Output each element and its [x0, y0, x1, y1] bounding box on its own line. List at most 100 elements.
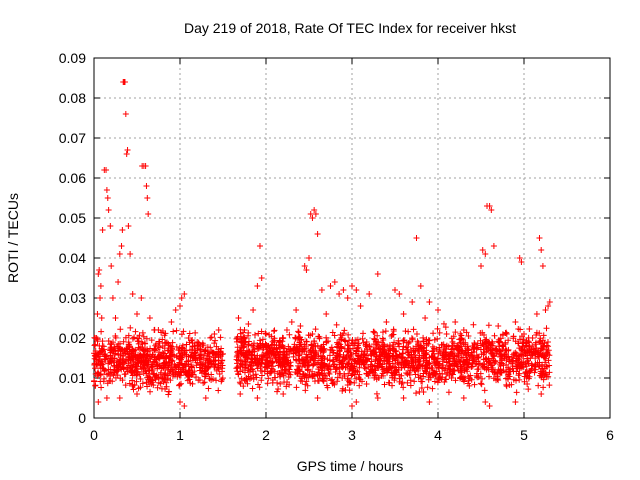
- data-point: [110, 359, 117, 366]
- data-point: [110, 347, 117, 354]
- data-point: [116, 395, 123, 401]
- data-point: [385, 347, 392, 354]
- y-axis-label: ROTI / TECUs: [5, 193, 21, 283]
- data-point: [535, 353, 542, 360]
- data-point: [470, 321, 477, 328]
- data-point: [255, 381, 262, 388]
- data-point: [324, 384, 331, 391]
- data-point: [218, 359, 225, 366]
- data-point: [371, 349, 378, 356]
- chart-title: Day 219 of 2018, Rate Of TEC Index for r…: [184, 20, 516, 36]
- data-point: [283, 348, 290, 355]
- data-point: [297, 323, 304, 329]
- data-point: [311, 338, 318, 345]
- data-point: [487, 347, 494, 354]
- data-point: [138, 295, 145, 301]
- data-point: [417, 372, 424, 379]
- data-point: [255, 330, 262, 337]
- data-point: [339, 387, 346, 394]
- data-point: [280, 353, 287, 360]
- data-point: [236, 347, 243, 354]
- data-point: [318, 287, 325, 293]
- data-point: [503, 383, 510, 390]
- data-point: [474, 374, 481, 381]
- data-point: [429, 352, 436, 359]
- data-point: [305, 332, 312, 339]
- data-point: [540, 384, 547, 391]
- data-point: [95, 358, 102, 365]
- data-point: [370, 328, 377, 335]
- data-point: [406, 352, 413, 359]
- data-point: [363, 380, 370, 387]
- data-point: [524, 339, 531, 346]
- data-point: [286, 381, 293, 388]
- data-point: [465, 333, 472, 340]
- data-point: [491, 371, 498, 378]
- data-point: [245, 332, 252, 339]
- data-point: [258, 372, 265, 379]
- data-point: [283, 327, 290, 334]
- data-point: [460, 374, 467, 381]
- data-point: [521, 378, 528, 385]
- data-point: [92, 382, 99, 389]
- data-point: [536, 235, 543, 241]
- data-point: [389, 374, 396, 381]
- data-point: [271, 327, 278, 334]
- data-point: [154, 384, 161, 391]
- data-point: [346, 387, 353, 394]
- data-point: [479, 247, 486, 253]
- data-point: [516, 376, 523, 383]
- data-point: [157, 369, 164, 376]
- data-point: [195, 339, 202, 346]
- data-point: [539, 263, 546, 269]
- data-point: [219, 350, 226, 357]
- data-point: [513, 368, 520, 375]
- data-point: [195, 345, 202, 352]
- data-point: [422, 355, 429, 362]
- y-tick-label: 0.04: [59, 250, 86, 266]
- data-point: [533, 311, 540, 317]
- data-point: [280, 391, 287, 397]
- data-point: [150, 371, 157, 378]
- data-point: [435, 374, 442, 381]
- data-point: [300, 370, 307, 377]
- data-point: [518, 351, 525, 358]
- data-point: [125, 223, 132, 229]
- data-point: [392, 357, 399, 364]
- data-point: [209, 350, 216, 357]
- data-point: [362, 365, 369, 372]
- data-point: [159, 327, 166, 334]
- data-point: [431, 378, 438, 385]
- data-point: [215, 364, 222, 371]
- data-point: [161, 375, 168, 382]
- data-point: [326, 370, 333, 377]
- data-point: [452, 319, 459, 325]
- data-point: [122, 371, 129, 378]
- data-point: [425, 360, 432, 367]
- data-point: [377, 349, 384, 356]
- data-point: [329, 376, 336, 383]
- data-point: [200, 379, 207, 386]
- data-point: [439, 341, 446, 348]
- data-point: [117, 375, 124, 382]
- data-point: [287, 371, 294, 378]
- data-points: [91, 79, 553, 409]
- data-point: [532, 339, 539, 346]
- data-point: [416, 346, 423, 353]
- data-point: [401, 337, 408, 344]
- data-point: [103, 371, 110, 378]
- data-point: [436, 329, 443, 336]
- data-point: [482, 337, 489, 344]
- data-point: [328, 377, 335, 384]
- data-point: [458, 369, 465, 376]
- data-point: [375, 346, 382, 353]
- data-point: [432, 371, 439, 378]
- data-point: [269, 379, 276, 386]
- data-point: [111, 363, 118, 370]
- data-point: [507, 358, 514, 365]
- data-point: [481, 387, 488, 394]
- data-point: [202, 359, 209, 366]
- data-point: [310, 356, 317, 363]
- data-point: [252, 371, 259, 378]
- data-point: [271, 335, 278, 342]
